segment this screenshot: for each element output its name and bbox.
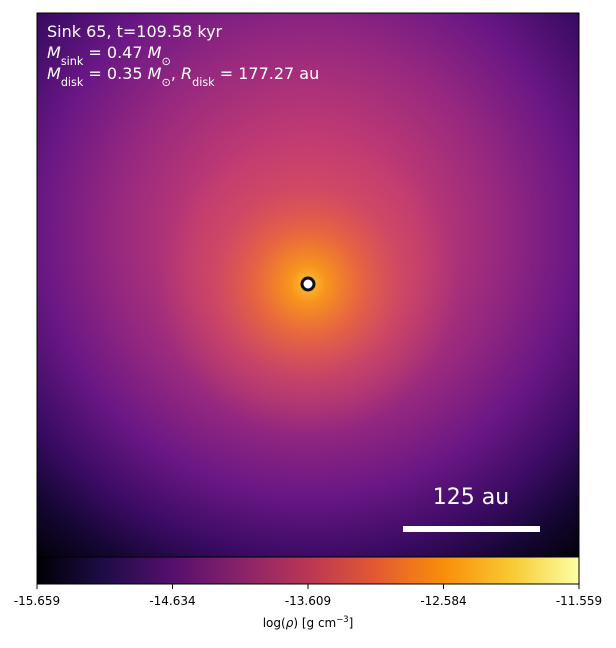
text-segment: Sink 65, t=109.58 kyr [47,22,223,41]
colorbar-tick-label: -11.559 [556,594,602,608]
colorbar [37,557,579,584]
subscript: disk [61,76,84,89]
math-symbol: M [47,43,61,62]
colorbar-tick-label: -15.659 [14,594,60,608]
text-segment: , [171,64,181,83]
colorbar-tick-label: -14.634 [149,594,195,608]
subscript: ⊙ [161,55,170,68]
subscript: sink [61,55,84,68]
colorbar-tick-label: -13.609 [285,594,331,608]
colorbar-label: log(ρ) [g cm−3] [263,614,354,630]
colorbar-tick-label: -12.584 [420,594,466,608]
superscript: −3 [336,614,348,624]
text-segment: ) [g cm [293,616,336,630]
text-segment: ] [349,616,354,630]
subscript: ⊙ [161,76,170,89]
math-symbol: M [47,64,61,83]
scale-bar-label: 125 au [433,485,509,510]
math-symbol: M [148,43,162,62]
math-symbol: ρ [286,616,294,630]
text-segment: = 177.27 au [215,64,320,83]
annotation-line: Mdisk = 0.35 M⊙, Rdisk = 177.27 au [47,64,319,89]
sink-marker [300,276,316,292]
math-symbol: M [148,64,162,83]
subscript: disk [192,76,215,89]
math-symbol: R [181,64,192,83]
annotation-line: Msink = 0.47 M⊙ [47,43,171,68]
annotation-line: Sink 65, t=109.58 kyr [47,22,223,41]
text-segment: = 0.35 [83,64,147,83]
text-segment: log( [263,616,286,630]
text-segment: = 0.47 [83,43,147,62]
